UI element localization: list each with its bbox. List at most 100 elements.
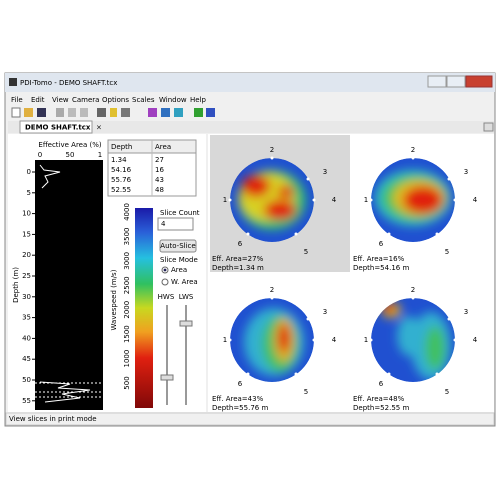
sensor-marker: [387, 232, 391, 236]
slice-count-input[interactable]: [157, 217, 194, 231]
sensor-label: 5: [445, 388, 449, 396]
close-button[interactable]: [465, 75, 493, 88]
tool-icon[interactable]: [174, 108, 183, 117]
sensor-label: 3: [323, 308, 327, 316]
mode-label: W. Area: [171, 278, 198, 286]
sensor-label: 1: [223, 196, 227, 204]
table-cell: 52.55: [111, 186, 131, 194]
minimize-button[interactable]: [427, 75, 447, 88]
sensor-label: 1: [364, 196, 368, 204]
sensor-marker: [246, 232, 250, 236]
sensor-marker: [306, 317, 310, 321]
y-tick-label: 40: [22, 334, 31, 342]
menu-item[interactable]: Options: [102, 96, 129, 104]
y-tick-label: 10: [22, 210, 31, 218]
sensor-marker: [294, 232, 298, 236]
open-icon[interactable]: [24, 108, 33, 117]
tab-dropdown[interactable]: [483, 122, 494, 132]
tomogram[interactable]: [371, 298, 455, 382]
y-tick-label: 30: [22, 293, 31, 301]
auto-slice-label: Auto-Slice: [160, 242, 195, 250]
colorbar-label: Wavespeed (m/s): [110, 269, 118, 330]
title-bar: [5, 73, 495, 92]
colorbar-tick-label: 1500: [123, 325, 131, 343]
tool-icon[interactable]: [206, 108, 215, 117]
tool-icon[interactable]: [194, 108, 203, 117]
maximize-button[interactable]: [446, 75, 466, 88]
colorbar-tick-label: 3500: [123, 228, 131, 246]
tab-close[interactable]: ×: [96, 124, 102, 132]
menu-item[interactable]: Edit: [31, 96, 45, 104]
menu-bar: File Edit View Camera Options Scales Window Hel…: [11, 96, 207, 104]
slice-depth: Depth=55.76 m: [212, 404, 268, 412]
y-tick-label: 15: [22, 230, 31, 238]
menu-item[interactable]: File: [11, 96, 23, 104]
sensor-marker: [435, 372, 439, 376]
slice-depth: Depth=1.34 m: [212, 264, 264, 272]
cut-icon[interactable]: [56, 108, 64, 117]
radio-w-area[interactable]: [161, 278, 169, 286]
sensor-label: 1: [223, 336, 227, 344]
tomogram[interactable]: [230, 298, 314, 382]
profile-y-label: Depth (m): [12, 267, 20, 303]
sensor-marker: [447, 177, 451, 181]
colorbar-tick-label: 2500: [123, 276, 131, 294]
menu-item[interactable]: Window: [159, 96, 187, 104]
tab-bar: [8, 121, 494, 133]
sensor-marker: [369, 338, 373, 342]
slice-eff-area: Eff. Area=27%: [212, 255, 264, 263]
sensor-marker: [270, 296, 274, 300]
colorbar-tick-label: 500: [123, 376, 131, 389]
sensor-marker: [447, 317, 451, 321]
colorbar-tick-label: 2000: [123, 301, 131, 319]
document-tab[interactable]: [19, 120, 93, 134]
menu-item[interactable]: Scales: [132, 96, 155, 104]
toolbar: [11, 107, 215, 118]
hws-label: HWS: [158, 293, 175, 301]
menu-item[interactable]: View: [52, 96, 69, 104]
tool-icon[interactable]: [161, 108, 170, 117]
sensor-label: 2: [411, 286, 415, 294]
table-cell: 48: [155, 186, 164, 194]
table-cell: 43: [155, 176, 164, 184]
auto-slice-button[interactable]: [159, 239, 197, 253]
slice-labels: 1 2 3 4 5 6 Eff. Area=27%Depth=1.34 m 1 2 3 4 5 6 Eff…: [212, 146, 478, 412]
sensor-label: 5: [304, 388, 308, 396]
y-tick-label: 45: [22, 355, 31, 363]
radio-selected: [163, 268, 167, 272]
slice-eff-area: Eff. Area=43%: [212, 395, 264, 403]
save-icon[interactable]: [37, 108, 46, 117]
app-icon: [9, 78, 17, 86]
help-icon[interactable]: [110, 108, 117, 117]
sensor-label: 3: [464, 168, 468, 176]
copy-icon[interactable]: [68, 108, 76, 117]
sensor-label: 4: [473, 336, 478, 344]
sensor-marker: [312, 198, 316, 202]
table-cell: 1.34: [111, 156, 127, 164]
new-icon[interactable]: [11, 107, 21, 118]
window-title: PDI-Tomo - DEMO SHAFT.tcx: [20, 79, 117, 87]
tool-icon[interactable]: [148, 108, 157, 117]
slice-eff-area: Eff. Area=16%: [353, 255, 405, 263]
tomogram[interactable]: [230, 158, 314, 242]
sensor-label: 6: [379, 240, 384, 248]
lws-slider-thumb[interactable]: [179, 320, 193, 327]
menu-item[interactable]: Help: [190, 96, 207, 104]
hws-slider-thumb[interactable]: [160, 374, 174, 381]
x-tick-label: 1: [98, 151, 102, 159]
paste-icon[interactable]: [80, 108, 88, 117]
profile-trace: [39, 381, 91, 403]
sensor-label: 5: [304, 248, 308, 256]
tomogram[interactable]: [371, 158, 455, 242]
sensor-marker: [306, 177, 310, 181]
status-text: View slices in print mode: [9, 415, 97, 423]
print-icon[interactable]: [97, 108, 106, 117]
y-tick-label: 5: [27, 189, 31, 197]
menu-item[interactable]: Camera: [72, 96, 99, 104]
table-cell: 27: [155, 156, 164, 164]
sensor-label: 1: [364, 336, 368, 344]
view-icon[interactable]: [121, 108, 130, 117]
